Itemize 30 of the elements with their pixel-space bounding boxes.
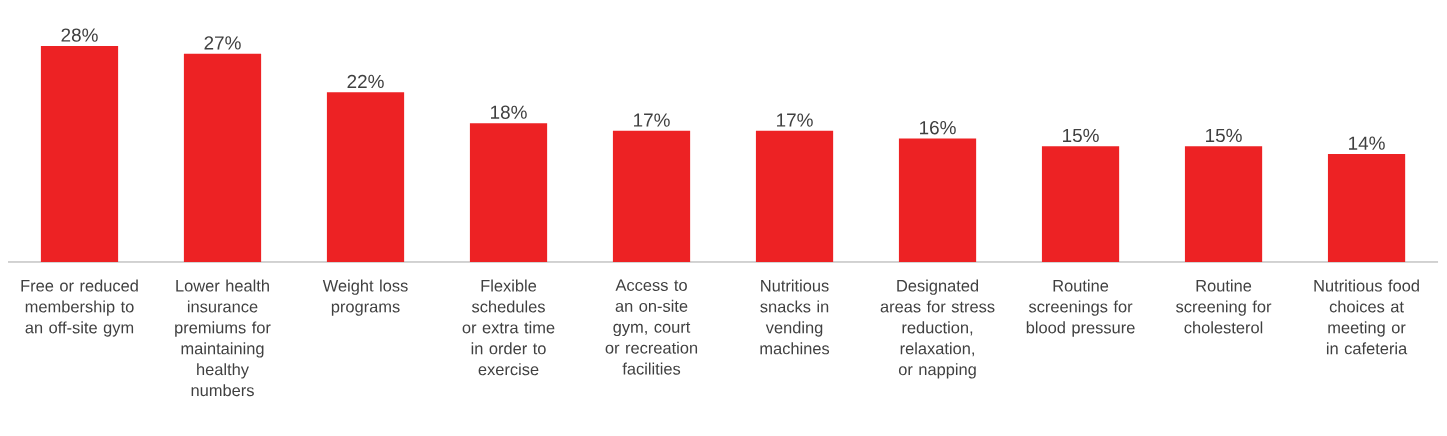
data-label: 18% [491,105,527,119]
bar [1327,154,1406,262]
bar [1041,146,1120,262]
bar [1184,146,1263,262]
data-label: 15% [1063,128,1099,143]
bar [40,46,119,262]
data-label: 16% [920,120,956,135]
x-tick-label: Nutritious food choices at meeting or in cafeteria [1314,279,1419,355]
x-tick-label: Flexible schedules or extra time in order to exercise [462,279,555,376]
data-label: 15% [1206,128,1242,143]
bar [612,130,691,262]
x-tick-label: Nutritious snacks in vending machines [760,279,830,355]
data-label: 27% [204,36,241,50]
data-label: 28% [61,28,98,42]
x-tick-label: Weight loss programs [322,279,408,316]
x-tick-label: Access to an on-site gym, court or recreation facilities [605,279,698,375]
data-label: 22% [347,74,384,89]
data-label: 17% [777,113,813,127]
bar [755,130,834,262]
bar [326,92,405,262]
x-tick-label: Designated areas for stress reduction, relaxation, or napping [880,279,995,379]
data-label: 14% [1349,136,1385,150]
bar [469,123,548,262]
x-tick-label: Routine screenings for blood pressure [1026,279,1135,337]
bar [183,53,262,262]
x-tick-label: Free or reduced membership to an off-site gym [21,279,138,337]
bar [898,138,977,262]
data-label: 17% [634,113,670,127]
x-tick-label: Routine screening for cholesterol [1176,279,1272,334]
x-tick-label: Lower health insurance premiums for maintaining healthy numbers [175,279,271,397]
